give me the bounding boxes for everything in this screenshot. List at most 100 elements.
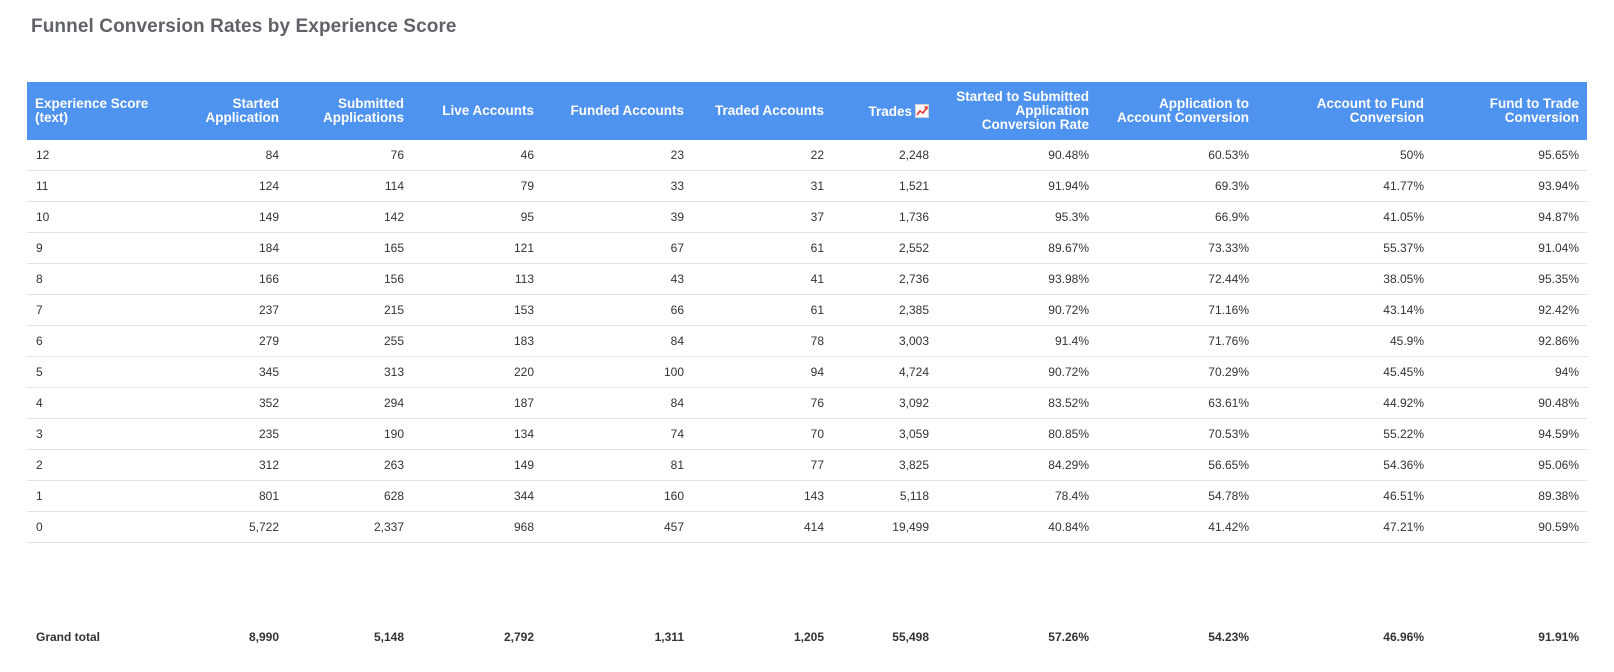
table-cell: 56.65% [1097, 449, 1257, 481]
table-cell: 43.14% [1257, 294, 1432, 326]
table-cell: 41.77% [1257, 170, 1432, 202]
total-cell: 46.96% [1383, 630, 1424, 644]
table-cell: 54.78% [1097, 480, 1257, 512]
table-cell: 2,385 [832, 294, 937, 326]
table-cell: 4,724 [832, 356, 937, 388]
table-cell: 92.86% [1432, 325, 1587, 357]
table-cell: 90.59% [1432, 511, 1587, 543]
table-cell: 74 [542, 418, 692, 450]
table-cell: 95.35% [1432, 263, 1587, 295]
table-cell: 190 [287, 418, 412, 450]
header-funded-accounts[interactable]: Funded Accounts [542, 82, 692, 140]
total-cell: 8,990 [248, 630, 279, 644]
table-cell: 95.06% [1432, 449, 1587, 481]
header-live-accounts[interactable]: Live Accounts [412, 82, 542, 140]
table-cell: 22 [692, 140, 832, 171]
table-cell: 183 [412, 325, 542, 357]
header-trades[interactable]: Trades [832, 82, 937, 140]
total-cell: 54.23% [1208, 630, 1249, 644]
table-cell: 55.37% [1257, 232, 1432, 264]
table-cell: 78 [692, 325, 832, 357]
table-cell: 83.52% [937, 387, 1097, 419]
table-cell: 40.84% [937, 511, 1097, 543]
table-cell: 801 [157, 480, 287, 512]
experience-score-cell: 0 [27, 511, 157, 543]
table-cell: 47.21% [1257, 511, 1432, 543]
table-cell: 2,736 [832, 263, 937, 295]
grand-total-row: Grand total 8,990 5,148 2,792 1,311 1,20… [27, 621, 1587, 653]
table-cell: 23 [542, 140, 692, 171]
spacer-cell [27, 543, 1587, 622]
table-cell: 76 [692, 387, 832, 419]
table-cell: 66.9% [1097, 201, 1257, 233]
table-cell: 1,521 [832, 170, 937, 202]
total-cell: Grand total [36, 630, 101, 644]
table-cell: 160 [542, 480, 692, 512]
table-cell: 33 [542, 170, 692, 202]
table-cell: 31 [692, 170, 832, 202]
table-cell: 344 [412, 480, 542, 512]
table-body: 12 84 76 46 23 22 2,248 90.48% 60.53% 50% 95.65% 11… [27, 140, 1587, 621]
page-title: Funnel Conversion Rates by Experience Sc… [31, 16, 457, 37]
table-cell: 60.53% [1097, 140, 1257, 171]
table-cell: 73.33% [1097, 232, 1257, 264]
table-cell: 313 [287, 356, 412, 388]
table-cell: 93.94% [1432, 170, 1587, 202]
header-traded-accounts[interactable]: Traded Accounts [692, 82, 832, 140]
table-cell: 76 [287, 140, 412, 171]
total-cell: 5,148 [373, 630, 404, 644]
header-application-to-account[interactable]: Application to Account Conversion [1097, 82, 1257, 140]
table-cell: 71.76% [1097, 325, 1257, 357]
table-cell: 95.3% [937, 201, 1097, 233]
total-cell: 1,205 [793, 630, 824, 644]
experience-score-cell: 3 [27, 418, 157, 450]
table-cell: 100 [542, 356, 692, 388]
experience-score-cell: 10 [27, 201, 157, 233]
table-cell: 70.53% [1097, 418, 1257, 450]
table-cell: 78.4% [937, 480, 1097, 512]
table-cell: 84 [157, 140, 287, 171]
header-submitted-applications[interactable]: Submitted Applications [287, 82, 412, 140]
experience-score-cell: 4 [27, 387, 157, 419]
header-started-to-submitted-rate[interactable]: Started to Submitted Application Convers… [937, 82, 1097, 140]
table-cell: 41.42% [1097, 511, 1257, 543]
header-fund-to-trade[interactable]: Fund to Trade Conversion [1432, 82, 1587, 140]
table-cell: 90.72% [937, 356, 1097, 388]
table-cell: 134 [412, 418, 542, 450]
table-row: 6 279 255 183 84 78 3,003 91.4% 71.76% 45.9% 92.86… [27, 325, 1587, 357]
total-cell: 57.26% [1048, 630, 1089, 644]
total-cell: 2,792 [503, 630, 534, 644]
table-row: 0 5,722 2,337 968 457 414 19,499 40.84% 41.42% 47… [27, 511, 1587, 543]
table-cell: 55.22% [1257, 418, 1432, 450]
table-cell: 81 [542, 449, 692, 481]
header-started-application[interactable]: Started Application [157, 82, 287, 140]
table-cell: 166 [157, 263, 287, 295]
header-row: Experience Score (text) Started Applicat… [27, 82, 1587, 140]
table-cell: 2,552 [832, 232, 937, 264]
table-cell: 61 [692, 294, 832, 326]
header-experience-score[interactable]: Experience Score (text) [27, 82, 157, 140]
table-cell: 184 [157, 232, 287, 264]
experience-score-cell: 5 [27, 356, 157, 388]
table-cell: 215 [287, 294, 412, 326]
table-cell: 39 [542, 201, 692, 233]
table-cell: 41.05% [1257, 201, 1432, 233]
table-cell: 69.3% [1097, 170, 1257, 202]
table-cell: 95 [412, 201, 542, 233]
table-cell: 90.48% [937, 140, 1097, 171]
header-account-to-fund[interactable]: Account to Fund Conversion [1257, 82, 1432, 140]
table-cell: 70.29% [1097, 356, 1257, 388]
table-cell: 153 [412, 294, 542, 326]
table-cell: 3,003 [832, 325, 937, 357]
table-cell: 187 [412, 387, 542, 419]
table-cell: 79 [412, 170, 542, 202]
table-row: 3 235 190 134 74 70 3,059 80.85% 70.53% 55.22% 94.… [27, 418, 1587, 450]
table-row: 10 149 142 95 39 37 1,736 95.3% 66.9% 41.05% 94.87… [27, 201, 1587, 233]
table-cell: 3,825 [832, 449, 937, 481]
total-cell: 1,311 [654, 630, 684, 644]
table-cell: 3,092 [832, 387, 937, 419]
table-cell: 94 [692, 356, 832, 388]
table-row: 9 184 165 121 67 61 2,552 89.67% 73.33% 55.37% 91.… [27, 232, 1587, 264]
table-cell: 149 [157, 201, 287, 233]
table-cell: 63.61% [1097, 387, 1257, 419]
